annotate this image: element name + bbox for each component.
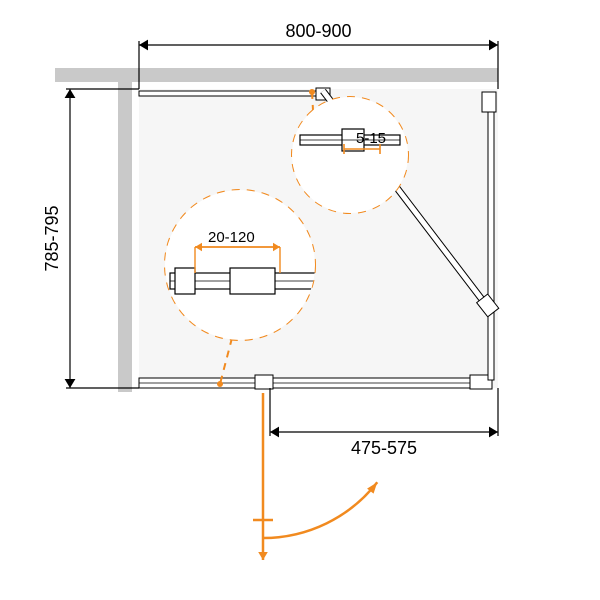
callout-gap-large-label: 20-120 bbox=[208, 229, 255, 246]
dimension-left-label: 785-795 bbox=[42, 205, 62, 271]
dimension-bottom-label: 475-575 bbox=[351, 438, 417, 458]
dimension-top-label: 800-900 bbox=[285, 21, 351, 41]
callout-gap-small-label: 5-15 bbox=[356, 130, 386, 147]
door-swing bbox=[253, 393, 377, 560]
dimension-bottom: 475-575 bbox=[270, 388, 498, 458]
